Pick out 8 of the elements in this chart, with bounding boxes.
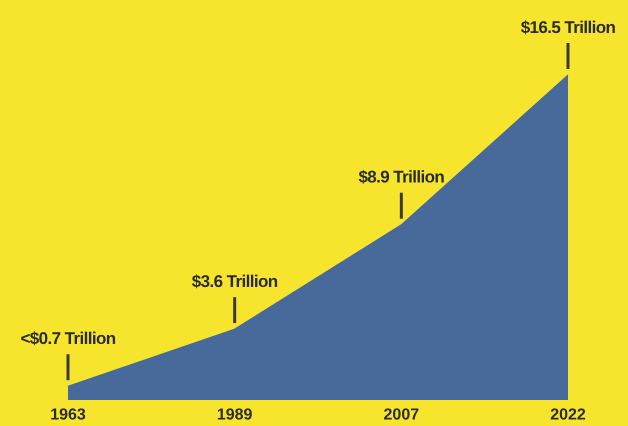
x-tick-label: 2007: [384, 406, 420, 424]
x-tick-label: 2022: [550, 406, 586, 424]
x-tick-label: 1989: [216, 406, 253, 424]
data-label: $3.6 Trillion: [192, 272, 278, 292]
data-label: $16.5 Trillion: [520, 18, 616, 37]
data-label: <$0.7 Trillion: [20, 329, 116, 348]
data-label: $8.9 Trillion: [358, 168, 444, 187]
x-tick-label: 1963: [50, 406, 86, 424]
